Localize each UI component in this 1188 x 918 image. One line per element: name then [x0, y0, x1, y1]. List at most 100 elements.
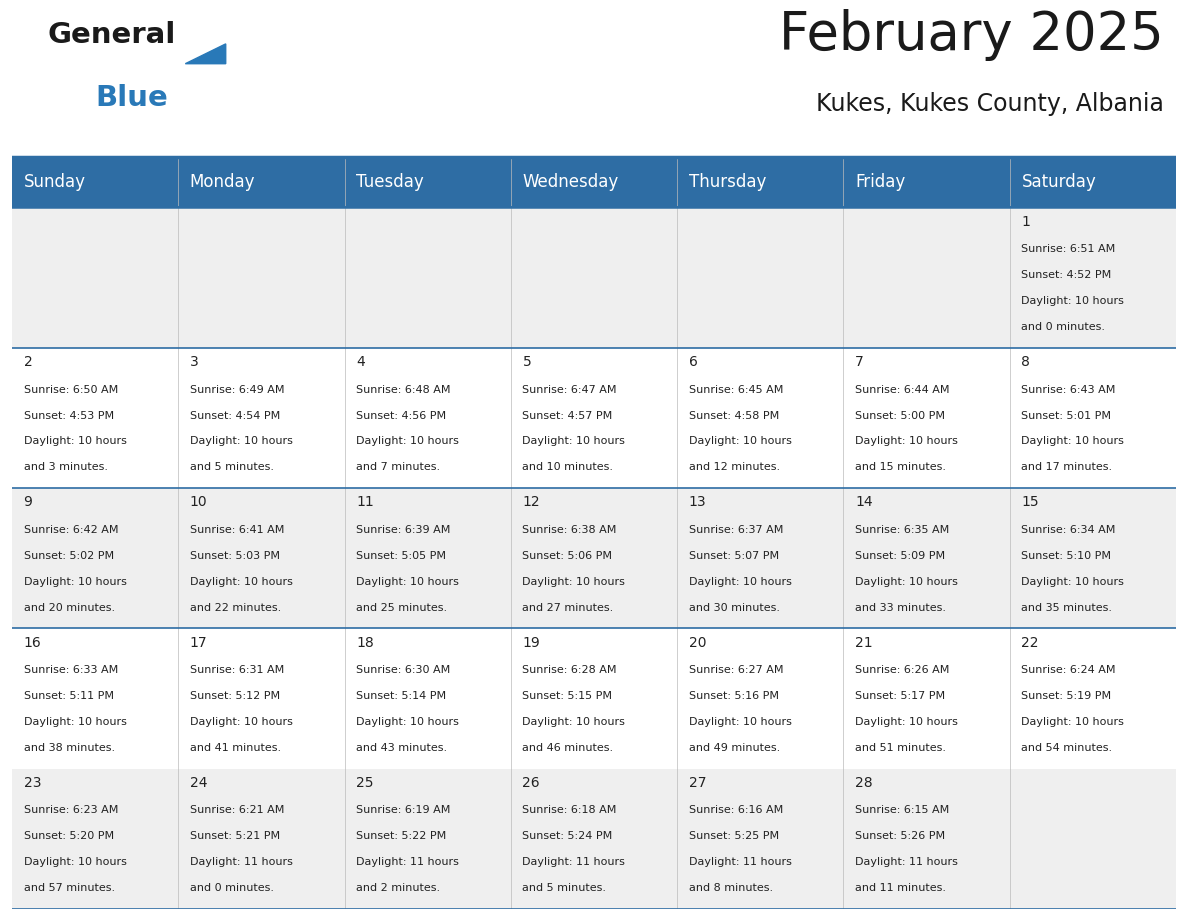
Text: Daylight: 10 hours: Daylight: 10 hours: [1022, 436, 1124, 446]
Text: and 35 minutes.: and 35 minutes.: [1022, 603, 1112, 612]
Text: Sunrise: 6:48 AM: Sunrise: 6:48 AM: [356, 385, 450, 395]
Text: Daylight: 10 hours: Daylight: 10 hours: [356, 577, 459, 587]
Text: Sunset: 5:07 PM: Sunset: 5:07 PM: [689, 551, 779, 561]
Text: and 51 minutes.: and 51 minutes.: [855, 743, 946, 753]
Text: Kukes, Kukes County, Albania: Kukes, Kukes County, Albania: [816, 92, 1164, 116]
Text: and 17 minutes.: and 17 minutes.: [1022, 463, 1113, 473]
Text: Daylight: 10 hours: Daylight: 10 hours: [356, 436, 459, 446]
Bar: [511, 156, 677, 207]
Bar: [12, 348, 1176, 487]
Text: Sunset: 5:24 PM: Sunset: 5:24 PM: [523, 832, 613, 842]
Text: Sunrise: 6:28 AM: Sunrise: 6:28 AM: [523, 666, 617, 675]
Text: Sunset: 5:22 PM: Sunset: 5:22 PM: [356, 832, 447, 842]
Text: 22: 22: [1022, 636, 1040, 650]
Text: and 41 minutes.: and 41 minutes.: [190, 743, 282, 753]
Text: 1: 1: [1022, 215, 1030, 229]
Text: 4: 4: [356, 355, 365, 369]
Bar: [12, 768, 1176, 909]
Text: 15: 15: [1022, 496, 1040, 509]
Text: Daylight: 11 hours: Daylight: 11 hours: [356, 857, 459, 868]
Text: 6: 6: [689, 355, 697, 369]
Text: and 54 minutes.: and 54 minutes.: [1022, 743, 1113, 753]
Text: Daylight: 11 hours: Daylight: 11 hours: [190, 857, 292, 868]
Text: Daylight: 10 hours: Daylight: 10 hours: [24, 717, 126, 727]
Text: Daylight: 10 hours: Daylight: 10 hours: [24, 857, 126, 868]
Text: Daylight: 11 hours: Daylight: 11 hours: [689, 857, 791, 868]
Text: Sunrise: 6:45 AM: Sunrise: 6:45 AM: [689, 385, 783, 395]
Text: and 27 minutes.: and 27 minutes.: [523, 603, 614, 612]
Text: Daylight: 10 hours: Daylight: 10 hours: [1022, 717, 1124, 727]
Text: 13: 13: [689, 496, 707, 509]
Text: 24: 24: [190, 776, 208, 790]
Text: and 11 minutes.: and 11 minutes.: [855, 883, 946, 893]
Text: Daylight: 10 hours: Daylight: 10 hours: [689, 577, 791, 587]
Text: Sunset: 5:02 PM: Sunset: 5:02 PM: [24, 551, 114, 561]
Text: 18: 18: [356, 636, 374, 650]
Text: 17: 17: [190, 636, 208, 650]
Text: February 2025: February 2025: [779, 9, 1164, 62]
Text: Sunset: 4:53 PM: Sunset: 4:53 PM: [24, 410, 114, 420]
Bar: [12, 156, 178, 207]
Text: Daylight: 10 hours: Daylight: 10 hours: [24, 577, 126, 587]
Text: 28: 28: [855, 776, 873, 790]
Text: and 49 minutes.: and 49 minutes.: [689, 743, 781, 753]
Bar: [178, 156, 345, 207]
Text: and 8 minutes.: and 8 minutes.: [689, 883, 773, 893]
Text: 19: 19: [523, 636, 541, 650]
Polygon shape: [185, 44, 226, 63]
Bar: [12, 487, 1176, 628]
Text: and 57 minutes.: and 57 minutes.: [24, 883, 115, 893]
Text: and 7 minutes.: and 7 minutes.: [356, 463, 441, 473]
Bar: [1010, 156, 1176, 207]
Text: Sunrise: 6:49 AM: Sunrise: 6:49 AM: [190, 385, 284, 395]
Text: Daylight: 10 hours: Daylight: 10 hours: [855, 717, 958, 727]
Text: Wednesday: Wednesday: [523, 173, 619, 191]
Text: Sunrise: 6:39 AM: Sunrise: 6:39 AM: [356, 525, 450, 535]
Text: Sunrise: 6:50 AM: Sunrise: 6:50 AM: [24, 385, 118, 395]
Text: Sunset: 5:09 PM: Sunset: 5:09 PM: [855, 551, 946, 561]
Text: 8: 8: [1022, 355, 1030, 369]
Text: and 25 minutes.: and 25 minutes.: [356, 603, 448, 612]
Text: and 20 minutes.: and 20 minutes.: [24, 603, 115, 612]
Text: Sunset: 5:17 PM: Sunset: 5:17 PM: [855, 691, 946, 701]
Text: Sunset: 5:03 PM: Sunset: 5:03 PM: [190, 551, 280, 561]
Text: 5: 5: [523, 355, 531, 369]
Text: Sunset: 5:26 PM: Sunset: 5:26 PM: [855, 832, 946, 842]
Text: Sunset: 5:19 PM: Sunset: 5:19 PM: [1022, 691, 1112, 701]
Text: Sunset: 4:58 PM: Sunset: 4:58 PM: [689, 410, 779, 420]
Text: Tuesday: Tuesday: [356, 173, 424, 191]
Text: and 0 minutes.: and 0 minutes.: [1022, 322, 1106, 332]
Text: General: General: [48, 21, 176, 49]
Text: Sunrise: 6:30 AM: Sunrise: 6:30 AM: [356, 666, 450, 675]
Bar: [345, 156, 511, 207]
Text: Blue: Blue: [95, 84, 168, 112]
Text: Sunrise: 6:33 AM: Sunrise: 6:33 AM: [24, 666, 118, 675]
Text: Sunrise: 6:24 AM: Sunrise: 6:24 AM: [1022, 666, 1116, 675]
Text: Daylight: 11 hours: Daylight: 11 hours: [855, 857, 958, 868]
Text: Sunrise: 6:51 AM: Sunrise: 6:51 AM: [1022, 244, 1116, 254]
Text: Daylight: 10 hours: Daylight: 10 hours: [190, 717, 292, 727]
Text: Sunrise: 6:23 AM: Sunrise: 6:23 AM: [24, 805, 118, 815]
Text: Sunset: 5:20 PM: Sunset: 5:20 PM: [24, 832, 114, 842]
Text: Daylight: 10 hours: Daylight: 10 hours: [689, 436, 791, 446]
Text: 3: 3: [190, 355, 198, 369]
Text: and 5 minutes.: and 5 minutes.: [523, 883, 607, 893]
Text: Sunrise: 6:37 AM: Sunrise: 6:37 AM: [689, 525, 783, 535]
Text: Daylight: 10 hours: Daylight: 10 hours: [190, 577, 292, 587]
Text: Sunrise: 6:21 AM: Sunrise: 6:21 AM: [190, 805, 284, 815]
Text: Daylight: 10 hours: Daylight: 10 hours: [1022, 577, 1124, 587]
Text: Sunset: 4:52 PM: Sunset: 4:52 PM: [1022, 270, 1112, 280]
Text: Sunset: 5:16 PM: Sunset: 5:16 PM: [689, 691, 779, 701]
Text: Sunrise: 6:26 AM: Sunrise: 6:26 AM: [855, 666, 949, 675]
Text: and 0 minutes.: and 0 minutes.: [190, 883, 274, 893]
Text: 20: 20: [689, 636, 707, 650]
Text: Sunrise: 6:31 AM: Sunrise: 6:31 AM: [190, 666, 284, 675]
Text: 2: 2: [24, 355, 32, 369]
Text: and 22 minutes.: and 22 minutes.: [190, 603, 282, 612]
Text: Sunset: 5:12 PM: Sunset: 5:12 PM: [190, 691, 280, 701]
Text: and 43 minutes.: and 43 minutes.: [356, 743, 448, 753]
Bar: [677, 156, 843, 207]
Text: 26: 26: [523, 776, 541, 790]
Text: Daylight: 10 hours: Daylight: 10 hours: [1022, 297, 1124, 307]
Text: Sunrise: 6:35 AM: Sunrise: 6:35 AM: [855, 525, 949, 535]
